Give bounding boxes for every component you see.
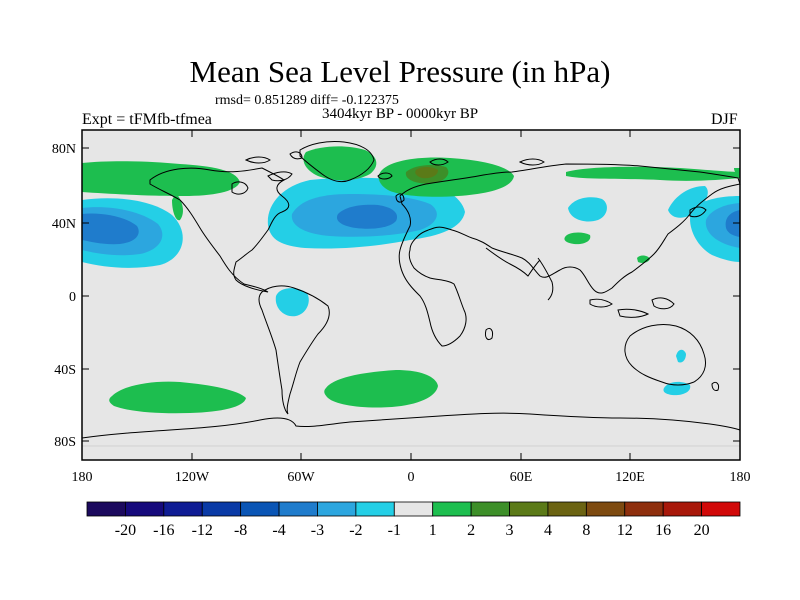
colorbar-label: -1 bbox=[388, 522, 401, 539]
colorbar-label: -2 bbox=[349, 522, 362, 539]
stats-line: rmsd= 0.851289 diff= -0.122375 bbox=[215, 93, 399, 108]
season-label: DJF bbox=[711, 111, 738, 128]
lon-tick-120w: 120W bbox=[175, 470, 210, 485]
experiment-label: Expt = tFMfb-tfmea bbox=[82, 111, 212, 128]
colorbar-swatch bbox=[86, 501, 126, 517]
lon-tick-180w: 180 bbox=[72, 470, 93, 485]
colorbar-label: -3 bbox=[311, 522, 324, 539]
colorbar-label: -12 bbox=[192, 522, 213, 539]
colorbar-swatch bbox=[701, 501, 741, 517]
colorbar-label: -16 bbox=[153, 522, 174, 539]
colorbar: -20 -16 -12 -8 -4 -3 -2 -1 1 2 3 4 8 12 16 20 bbox=[86, 501, 741, 539]
greenland-positive bbox=[303, 146, 377, 181]
scandinavia-positive bbox=[378, 157, 514, 197]
colorbar-swatch bbox=[662, 501, 702, 517]
colorbar-label: 16 bbox=[655, 522, 671, 539]
colorbar-swatch bbox=[201, 501, 242, 517]
colorbar-label: 12 bbox=[617, 522, 633, 539]
colorbar-label: 4 bbox=[544, 522, 552, 539]
coastline-greenland bbox=[299, 141, 375, 183]
lat-tick-40n: 40N bbox=[52, 217, 76, 232]
colorbar-label: -8 bbox=[234, 522, 247, 539]
colorbar-swatch bbox=[624, 501, 664, 517]
colorbar-swatch bbox=[393, 501, 434, 517]
colorbar-swatch bbox=[470, 501, 510, 517]
colorbar-swatch bbox=[317, 501, 357, 517]
arctic-positive-west bbox=[82, 161, 240, 196]
colorbar-swatch bbox=[509, 501, 549, 517]
colorbar-swatch bbox=[585, 501, 626, 517]
lat-tick-40s: 40S bbox=[54, 363, 76, 378]
colorbar-label: 8 bbox=[582, 522, 590, 539]
subtitle: 3404kyr BP - 0000kyr BP bbox=[322, 106, 479, 122]
pressure-anomaly-fields bbox=[82, 146, 740, 414]
lon-tick-120e: 120E bbox=[615, 470, 645, 485]
south-pacific-positive bbox=[109, 381, 246, 414]
colorbar-label: 2 bbox=[467, 522, 475, 539]
colorbar-swatch bbox=[355, 501, 395, 517]
colorbar-swatch bbox=[163, 501, 203, 517]
coastline-antarctica bbox=[81, 412, 741, 439]
colorbar-label: -20 bbox=[115, 522, 136, 539]
lon-tick-60w: 60W bbox=[287, 470, 315, 485]
colorbar-label: -4 bbox=[272, 522, 285, 539]
lat-tick-80n: 80N bbox=[52, 142, 76, 157]
coastline-south-america bbox=[258, 285, 330, 415]
south-atlantic-positive bbox=[324, 370, 438, 408]
colorbar-label: 1 bbox=[429, 522, 437, 539]
colorbar-swatch bbox=[125, 501, 165, 517]
lon-tick-180e: 180 bbox=[730, 470, 751, 485]
coastlines bbox=[81, 141, 741, 447]
colorbar-swatch bbox=[278, 501, 318, 517]
colorbar-swatch bbox=[432, 501, 472, 517]
lat-tick-80s: 80S bbox=[54, 435, 76, 450]
lat-tick-0: 0 bbox=[69, 290, 76, 305]
siberia-positive bbox=[566, 166, 740, 181]
colorbar-label: 3 bbox=[506, 522, 514, 539]
coastline-australia bbox=[624, 323, 707, 386]
colorbar-label: 20 bbox=[694, 522, 710, 539]
lon-axis bbox=[81, 130, 741, 460]
colorbar-swatch bbox=[547, 501, 587, 517]
lon-tick-0: 0 bbox=[408, 470, 415, 485]
page-title: Mean Sea Level Pressure (in hPa) bbox=[189, 54, 611, 89]
colorbar-swatch bbox=[240, 501, 280, 517]
lon-tick-60e: 60E bbox=[510, 470, 533, 485]
coastline-eurasia bbox=[398, 163, 741, 347]
coastline-north-america bbox=[149, 167, 290, 293]
lat-axis bbox=[82, 147, 740, 442]
